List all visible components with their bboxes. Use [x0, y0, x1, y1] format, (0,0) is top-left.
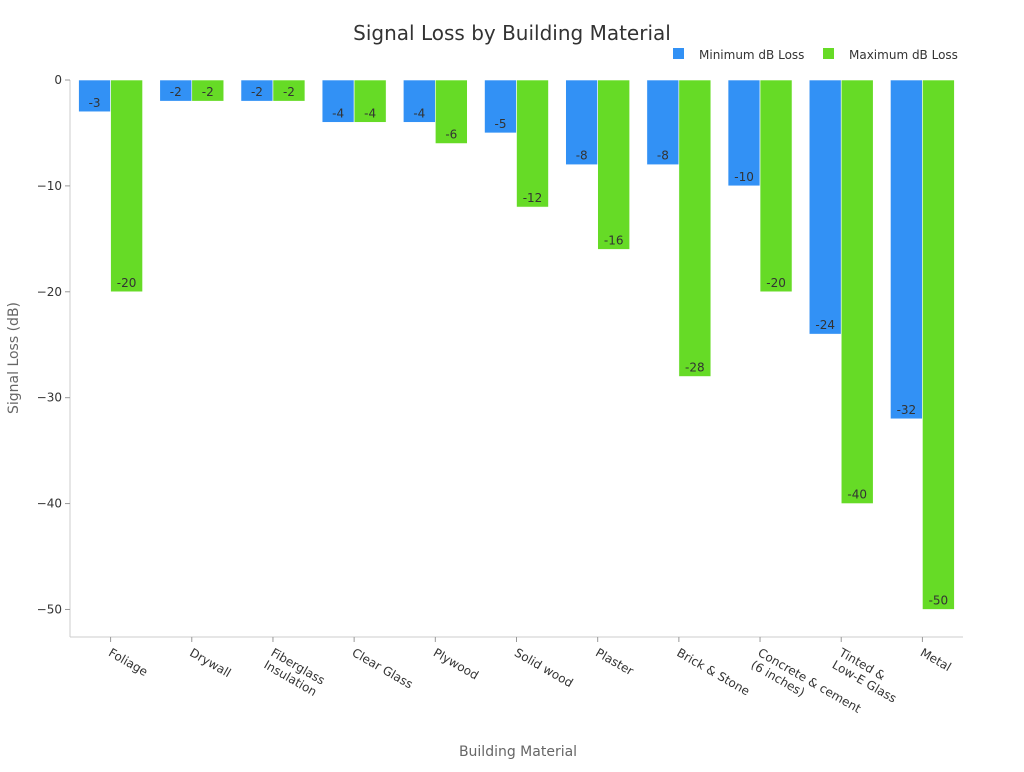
- bar-min: [646, 79, 680, 166]
- chart-title: Signal Loss by Building Material: [353, 21, 671, 45]
- data-label: -32: [897, 403, 917, 417]
- bar-max: [272, 79, 306, 102]
- bar-min: [727, 79, 761, 187]
- data-label: -16: [604, 233, 624, 247]
- legend-swatch: [823, 48, 834, 59]
- x-tick-label: Foliage: [106, 645, 150, 679]
- bar-max: [191, 79, 225, 102]
- y-tick-label: −10: [37, 179, 62, 193]
- x-tick-label: Solid wood: [512, 645, 575, 690]
- data-label: -2: [251, 85, 263, 99]
- bar-max: [840, 79, 874, 504]
- data-label: -6: [445, 128, 457, 142]
- data-label: -2: [170, 85, 182, 99]
- x-tick-label: Brick & Stone: [674, 645, 752, 698]
- bar-min: [565, 79, 598, 166]
- data-label: -28: [685, 361, 705, 375]
- x-tick-label: Drywall: [187, 645, 233, 680]
- data-label: -12: [523, 191, 543, 205]
- bars: -3 -2 -2 -4 -4 -5 -8 -8 -10 -24 -32 -20 -2 -2 -4 -6 -12 -…: [78, 79, 955, 610]
- legend: Minimum dB Loss Maximum dB Loss: [673, 48, 958, 62]
- bar-max: [678, 79, 712, 377]
- data-label: -2: [202, 85, 214, 99]
- data-label: -40: [847, 488, 867, 502]
- y-axis-label: Signal Loss (dB): [6, 302, 22, 414]
- data-label: -4: [413, 106, 425, 120]
- data-label: -50: [929, 593, 949, 607]
- bar-min: [890, 79, 923, 420]
- y-tick-label: −30: [37, 391, 62, 405]
- data-label: -3: [89, 96, 101, 110]
- x-tick-label: Plywood: [431, 645, 481, 682]
- data-label: -5: [495, 117, 507, 131]
- x-tick-label: Metal: [918, 645, 954, 674]
- bar-max: [759, 79, 793, 293]
- bar-max: [110, 79, 143, 293]
- legend-swatch: [673, 48, 684, 59]
- y-tick-label: −40: [37, 497, 62, 511]
- x-tick-label: FiberglassInsulation: [261, 645, 327, 699]
- data-label: -4: [332, 106, 344, 120]
- y-ticks: 0 −10 −20 −30 −40 −50: [37, 73, 70, 616]
- data-label: -8: [657, 149, 669, 163]
- x-ticks: Foliage Drywall FiberglassInsulation Clear …: [106, 637, 954, 716]
- data-label: -2: [283, 85, 295, 99]
- y-tick-label: 0: [54, 73, 62, 87]
- x-tick-label: Plaster: [593, 645, 636, 678]
- bar-max: [922, 79, 955, 610]
- y-tick-label: −20: [37, 285, 62, 299]
- bar-min: [484, 79, 517, 134]
- legend-label: Maximum dB Loss: [849, 48, 958, 62]
- bar-max: [597, 79, 630, 250]
- data-label: -20: [766, 276, 786, 290]
- data-label: -8: [576, 149, 588, 163]
- data-label: -4: [364, 106, 376, 120]
- legend-label: Minimum dB Loss: [699, 48, 804, 62]
- bar-max: [435, 79, 468, 144]
- y-tick-label: −50: [37, 602, 62, 616]
- x-axis-label: Building Material: [459, 744, 577, 760]
- bar-max: [516, 79, 549, 208]
- bar-min: [808, 79, 842, 335]
- data-label: -20: [117, 276, 137, 290]
- x-tick-label: Clear Glass: [350, 645, 416, 691]
- bar-min: [78, 79, 111, 113]
- bar-max: [353, 79, 387, 123]
- data-label: -10: [734, 170, 754, 184]
- data-label: -24: [815, 318, 835, 332]
